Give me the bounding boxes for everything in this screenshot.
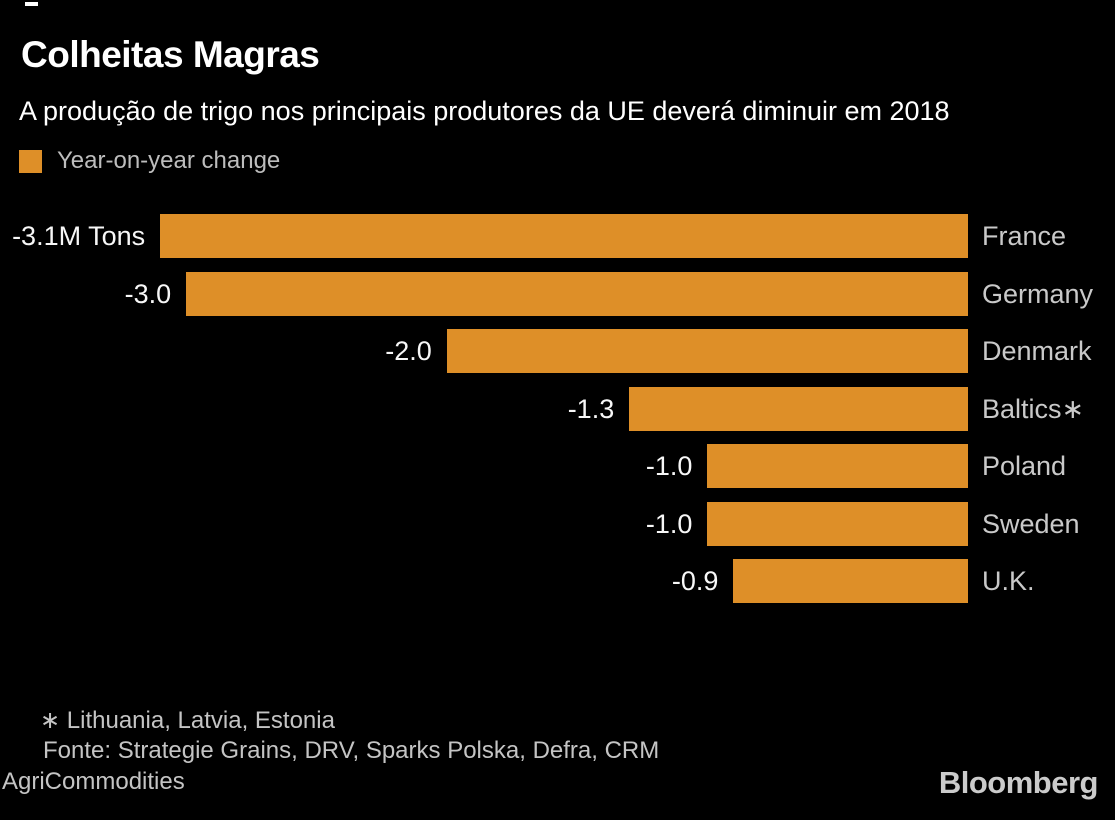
legend-label: Year-on-year change — [57, 147, 281, 174]
bar-category-label: Sweden — [982, 509, 1080, 539]
source-note-line2: AgriCommodities — [2, 768, 185, 795]
bar-row: -1.3 Baltics∗ — [0, 387, 1115, 431]
bar — [160, 214, 968, 258]
bar — [707, 444, 968, 488]
bar-row: -0.9 U.K. — [0, 559, 1115, 603]
bar — [186, 272, 968, 316]
bar-value-label: -1.0 — [645, 509, 693, 539]
bar-value-label: -1.3 — [567, 394, 615, 424]
legend: Year-on-year change — [19, 147, 281, 174]
chart-title: Colheitas Magras — [21, 34, 320, 75]
chart-subtitle: A produção de trigo nos principais produ… — [19, 96, 950, 126]
bar — [446, 329, 968, 373]
bar-row: -1.0 Poland — [0, 444, 1115, 488]
bar — [733, 559, 968, 603]
bar-value-label: -1.0 — [645, 451, 693, 481]
bar-category-label: Poland — [982, 451, 1067, 481]
bloomberg-logo: Bloomberg — [938, 765, 1099, 800]
bar-category-label: France — [982, 221, 1067, 251]
bar-category-label: Denmark — [982, 336, 1092, 366]
bar-value-label: -3.1M Tons — [12, 221, 146, 251]
bar-category-label: U.K. — [982, 566, 1035, 596]
bar — [629, 387, 968, 431]
bar-value-label: -0.9 — [671, 566, 719, 596]
legend-swatch-icon — [19, 149, 42, 173]
source-note-line1: Fonte: Strategie Grains, DRV, Sparks Pol… — [43, 737, 660, 764]
bar-value-label: -3.0 — [124, 279, 172, 309]
bar-row: -1.0 Sweden — [0, 502, 1115, 546]
bar-value-label: -2.0 — [385, 336, 432, 366]
bar-category-label: Baltics∗ — [982, 394, 1085, 424]
bar-row: -3.0 Germany — [0, 272, 1115, 316]
top-edge-artifact — [25, 2, 38, 6]
bar-row: -3.1M Tons France — [0, 214, 1115, 258]
bar-category-label: Germany — [982, 279, 1094, 309]
bar-row: -2.0 Denmark — [0, 329, 1115, 373]
bar — [707, 502, 968, 546]
footnote-asterisk-note: ∗ Lithuania, Latvia, Estonia — [40, 707, 335, 734]
